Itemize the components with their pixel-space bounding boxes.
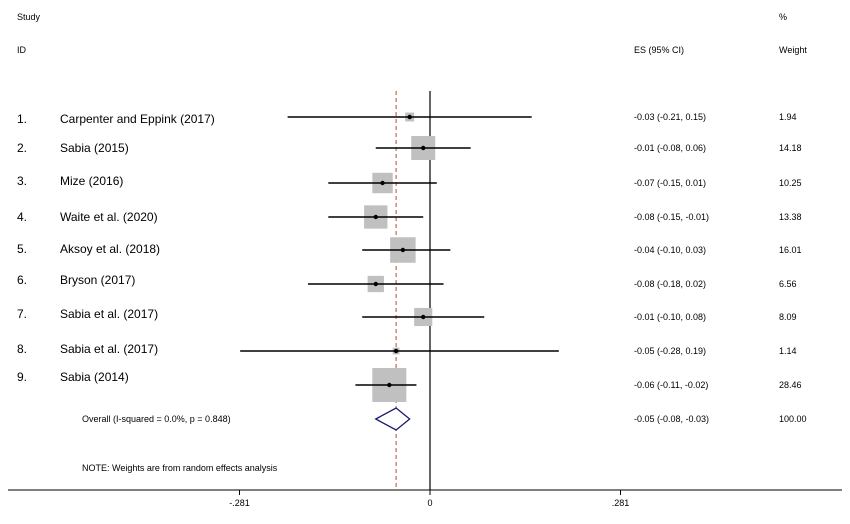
overall-diamond xyxy=(374,407,411,431)
id-header: ID xyxy=(17,45,26,55)
overall-label: Overall (I-squared = 0.0%, p = 0.848) xyxy=(82,414,231,424)
study-id-5: 5. xyxy=(17,242,27,256)
study-point-9 xyxy=(387,382,392,388)
study-point-7 xyxy=(421,314,426,320)
weight-header: Weight xyxy=(779,45,807,55)
overall-weight: 100.00 xyxy=(779,414,807,424)
study-name-8: Sabia et al. (2017) xyxy=(60,342,158,356)
study-point-3 xyxy=(380,180,385,186)
study-id-3: 3. xyxy=(17,174,27,188)
study-name-2: Sabia (2015) xyxy=(60,141,129,155)
study-id-4: 4. xyxy=(17,210,27,224)
study-id-6: 6. xyxy=(17,273,27,287)
study-point-5 xyxy=(400,247,406,253)
study-name-7: Sabia et al. (2017) xyxy=(60,307,158,321)
es-ci-header: ES (95% CI) xyxy=(634,45,685,55)
study-point-4 xyxy=(373,214,378,220)
x-tick-label-3: .281 xyxy=(612,498,630,508)
study-id-7: 7. xyxy=(17,307,27,321)
study-name-4: Waite et al. (2020) xyxy=(60,210,158,224)
study-header: Study xyxy=(17,12,41,22)
study-es-ci-5: -0.04 (-0.10, 0.03) xyxy=(634,245,706,255)
study-weight-8: 1.14 xyxy=(779,346,797,356)
study-point-8 xyxy=(393,348,399,354)
study-name-5: Aksoy et al. (2018) xyxy=(60,242,160,256)
weights-note: NOTE: Weights are from random effects an… xyxy=(82,463,278,473)
study-weight-7: 8.09 xyxy=(779,312,797,322)
study-weight-4: 13.38 xyxy=(779,212,802,222)
study-es-ci-3: -0.07 (-0.15, 0.01) xyxy=(634,178,706,188)
study-name-3: Mize (2016) xyxy=(60,174,123,188)
study-point-1 xyxy=(407,114,412,120)
study-weight-5: 16.01 xyxy=(779,245,802,255)
x-tick-label-2: 0 xyxy=(427,498,432,508)
overall-es-ci: -0.05 (-0.08, -0.03) xyxy=(634,414,709,424)
study-id-8: 8. xyxy=(17,342,27,356)
study-es-ci-2: -0.01 (-0.08, 0.06) xyxy=(634,143,706,153)
study-name-1: Carpenter and Eppink (2017) xyxy=(60,112,215,126)
study-es-ci-4: -0.08 (-0.15, -0.01) xyxy=(634,212,709,222)
percent-header: % xyxy=(779,12,788,22)
study-name-6: Bryson (2017) xyxy=(60,273,135,287)
study-weight-3: 10.25 xyxy=(779,178,802,188)
study-id-2: 2. xyxy=(17,141,27,155)
study-name-9: Sabia (2014) xyxy=(60,370,129,384)
study-id-1: 1. xyxy=(17,112,27,126)
study-weight-2: 14.18 xyxy=(779,143,802,153)
study-es-ci-1: -0.03 (-0.21, 0.15) xyxy=(634,112,706,122)
study-id-9: 9. xyxy=(17,370,27,384)
study-weight-6: 6.56 xyxy=(779,279,797,289)
study-point-2 xyxy=(421,145,426,151)
study-weight-9: 28.46 xyxy=(779,380,802,390)
study-es-ci-9: -0.06 (-0.11, -0.02) xyxy=(634,380,708,390)
study-es-ci-6: -0.08 (-0.18, 0.02) xyxy=(634,279,706,289)
study-weight-1: 1.94 xyxy=(779,112,797,122)
study-point-6 xyxy=(373,281,378,287)
study-es-ci-7: -0.01 (-0.10, 0.08) xyxy=(634,312,706,322)
study-es-ci-8: -0.05 (-0.28, 0.19) xyxy=(634,346,706,356)
x-tick-label-1: -.281 xyxy=(229,498,250,508)
